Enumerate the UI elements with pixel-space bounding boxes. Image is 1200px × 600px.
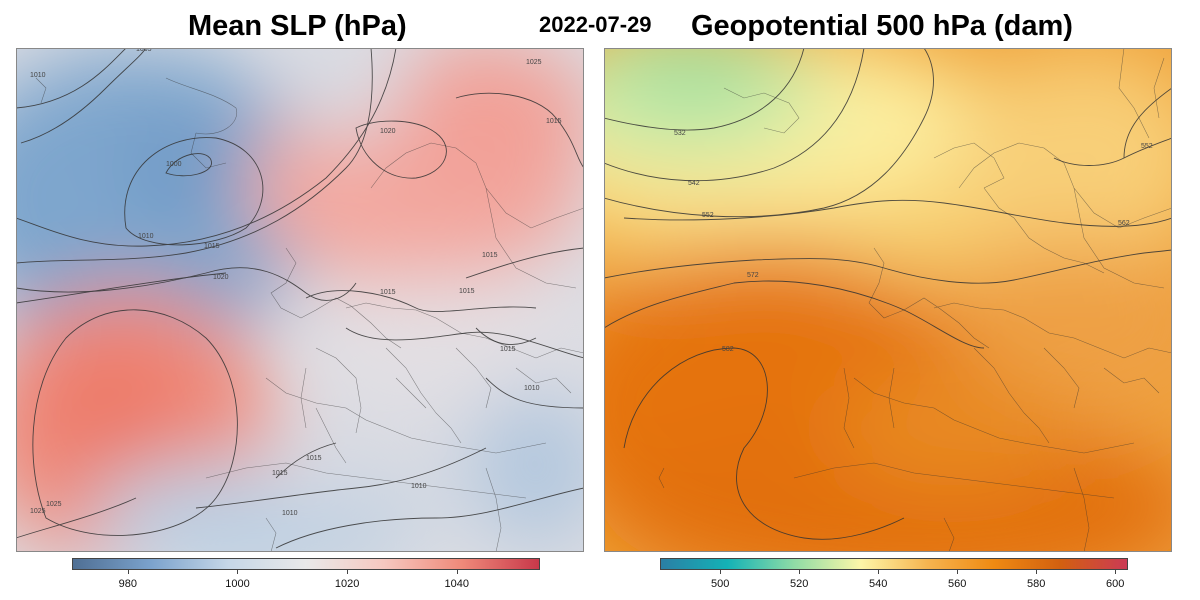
colorbar-tick-label: 1000 <box>225 578 250 590</box>
colorbar-tick <box>456 569 458 574</box>
colorbar-tick <box>957 569 959 574</box>
colorbar-tick-label: 600 <box>1105 578 1125 590</box>
isobar-label: 1015 <box>459 288 475 295</box>
colorbar-tick-label: 1040 <box>444 578 469 590</box>
isobar-label: 1010 <box>138 233 154 240</box>
colorbar-tick-label: 580 <box>1026 578 1046 590</box>
colorbar-tick <box>1036 569 1038 574</box>
contour-label: 532 <box>674 130 686 137</box>
colorbar-tick-label: 540 <box>869 578 888 590</box>
isobar-label: 1015 <box>500 346 516 353</box>
isobar-label: 1015 <box>272 470 288 477</box>
slp-map-title: Mean SLP (hPa) <box>188 10 407 42</box>
contour-label: 562 <box>1118 220 1130 227</box>
colorbar-tick-label: 500 <box>711 578 730 590</box>
geopotential-map-title: Geopotential 500 hPa (dam) <box>691 10 1073 42</box>
colorbar-tick <box>127 569 129 574</box>
isobar-label: 1025 <box>526 59 542 66</box>
colorbar-tick-label: 560 <box>947 578 967 590</box>
isobar-label: 1015 <box>546 118 562 125</box>
isobar-label: 1015 <box>380 289 396 296</box>
colorbar-tick <box>720 569 722 574</box>
date-label: 2022-07-29 <box>539 12 652 37</box>
colorbar-tick <box>799 569 801 574</box>
geopotential-colorbar <box>660 558 1128 570</box>
isobar-label: 1015 <box>204 243 220 250</box>
isobar-labels: 1005 1010 1000 1010 1015 1020 1025 1020 … <box>30 48 562 517</box>
colorbar-tick <box>347 569 349 574</box>
contour-label: 552 <box>1141 143 1153 150</box>
isobar-label: 1020 <box>380 128 396 135</box>
slp-map: 1005 1010 1000 1010 1015 1020 1025 1020 … <box>16 48 584 552</box>
slp-colorbar <box>72 558 540 570</box>
isobar-label: 1010 <box>411 483 427 490</box>
isobar-label: 1005 <box>136 48 152 53</box>
colorbar-tick-label: 520 <box>790 578 809 590</box>
colorbar-tick-label: 980 <box>118 578 137 590</box>
contour-label: 572 <box>747 272 759 279</box>
contour-label: 582 <box>722 346 734 353</box>
colorbar-tick <box>878 569 880 574</box>
geopotential-map: 532 542 552 552 562 572 582 <box>604 48 1172 552</box>
colorbar-tick <box>1115 569 1117 574</box>
contour-label: 552 <box>702 212 714 219</box>
contour-label: 542 <box>688 180 700 187</box>
isobar-label: 1010 <box>282 510 298 517</box>
isobar-label: 1000 <box>166 161 182 168</box>
isobar-label: 1015 <box>306 455 322 462</box>
isobar-label: 1010 <box>524 385 540 392</box>
colorbar-tick-label: 1020 <box>334 578 360 590</box>
contour-labels: 532 542 552 552 562 572 582 <box>674 130 1153 353</box>
colorbar-tick <box>237 569 239 574</box>
isobar-label: 1020 <box>213 274 229 281</box>
isobar-label: 1015 <box>482 252 498 259</box>
isobar-label: 1025 <box>30 508 46 515</box>
isobar-label: 1010 <box>30 72 46 79</box>
isobar-label: 1025 <box>46 501 62 508</box>
